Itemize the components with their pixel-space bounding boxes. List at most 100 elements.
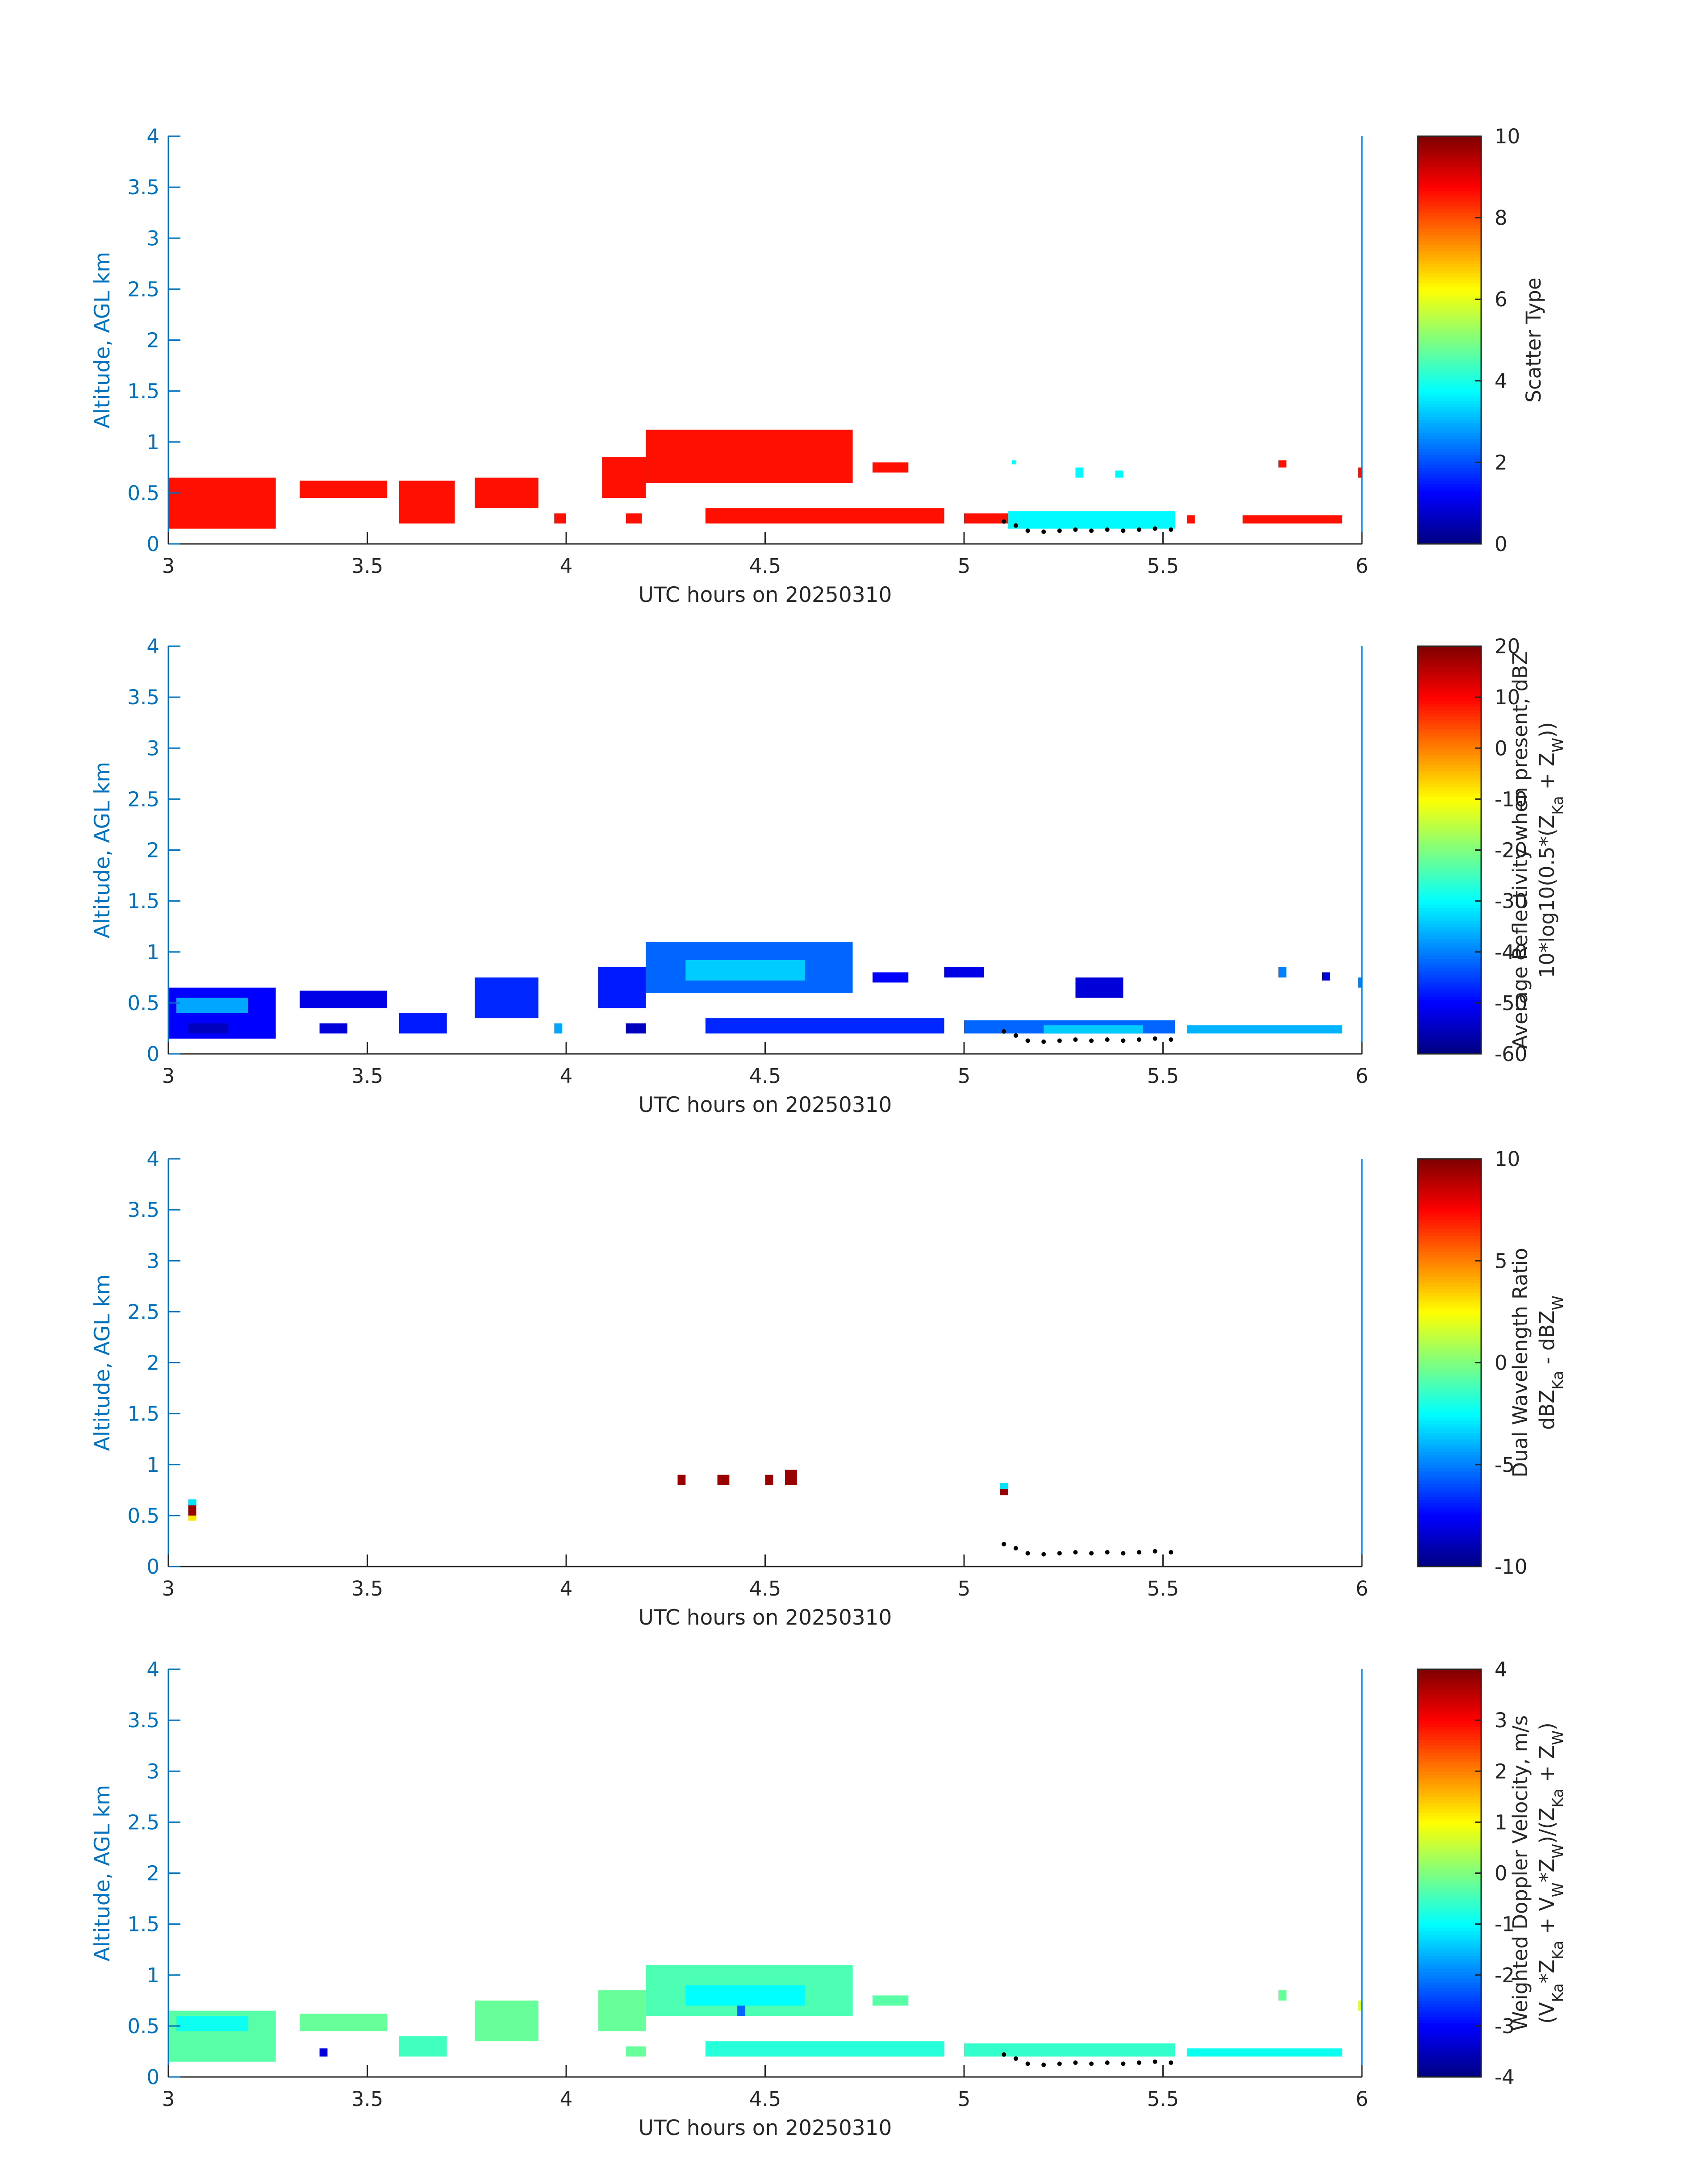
colorbar-step bbox=[1418, 1764, 1481, 1769]
colorbar-step bbox=[1418, 1356, 1481, 1360]
colorbar-step bbox=[1418, 751, 1481, 755]
colorbar-step bbox=[1418, 381, 1481, 385]
colorbar-tick-label: 20 bbox=[1495, 635, 1520, 658]
data-cell bbox=[705, 1018, 944, 1034]
colorbar-step bbox=[1418, 2016, 1481, 2020]
chart-panel-1: 0 0.5 1 1.5 2 2.5 3 3.5 4 3 3.5 4 4.5 5 5.5 6 UTC hours … bbox=[90, 125, 1545, 607]
colorbar-step bbox=[1418, 958, 1481, 962]
colorbar-step bbox=[1418, 193, 1481, 197]
colorbar-step bbox=[1418, 2032, 1481, 2036]
colorbar-label: Dual Wavelength Ratio bbox=[1508, 1248, 1532, 1477]
colorbar-step bbox=[1418, 206, 1481, 210]
data-cell bbox=[705, 508, 944, 524]
colorbar-step bbox=[1418, 1800, 1481, 1804]
surface-dot bbox=[1169, 527, 1173, 532]
surface-dot bbox=[1169, 1550, 1173, 1555]
colorbar-step bbox=[1418, 2045, 1481, 2049]
colorbar-step bbox=[1418, 796, 1481, 800]
data-cell bbox=[964, 513, 1012, 524]
colorbar-step bbox=[1418, 1541, 1481, 1545]
colorbar-step bbox=[1418, 1321, 1481, 1325]
colorbar-step bbox=[1418, 1382, 1481, 1386]
colorbar-step bbox=[1418, 158, 1481, 163]
colorbar-step bbox=[1418, 1509, 1481, 1513]
data-cell bbox=[188, 1515, 196, 1521]
colorbar-step bbox=[1418, 1181, 1481, 1185]
colorbar-step bbox=[1418, 149, 1481, 153]
colorbar-step bbox=[1418, 1241, 1481, 1245]
colorbar-step bbox=[1418, 1895, 1481, 1899]
colorbar-step bbox=[1418, 1534, 1481, 1538]
colorbar-step bbox=[1418, 451, 1481, 455]
colorbar-step bbox=[1418, 732, 1481, 736]
colorbar-step bbox=[1418, 1975, 1481, 1979]
x-tick-label: 3.5 bbox=[351, 2087, 384, 2111]
colorbar-step bbox=[1418, 1752, 1481, 1756]
colorbar-step bbox=[1418, 783, 1481, 787]
colorbar-step bbox=[1418, 1359, 1481, 1363]
colorbar-step bbox=[1418, 1519, 1481, 1523]
colorbar-step bbox=[1418, 1886, 1481, 1890]
colorbar-step bbox=[1418, 917, 1481, 921]
x-tick-label: 5.5 bbox=[1147, 1064, 1179, 1088]
colorbar-label: Scatter Type bbox=[1522, 277, 1545, 402]
surface-dot bbox=[1025, 528, 1030, 533]
colorbar-step bbox=[1418, 321, 1481, 325]
colorbar-step bbox=[1418, 1165, 1481, 1169]
colorbar-step bbox=[1418, 235, 1481, 239]
colorbar-step bbox=[1418, 1921, 1481, 1925]
colorbar-step bbox=[1418, 397, 1481, 401]
colorbar-step bbox=[1418, 1503, 1481, 1507]
colorbar-step bbox=[1418, 694, 1481, 698]
data-cell bbox=[1278, 1990, 1286, 2001]
colorbar-step bbox=[1418, 1197, 1481, 1201]
data-cell bbox=[626, 2046, 646, 2057]
colorbar-step bbox=[1418, 738, 1481, 742]
data-cell bbox=[602, 457, 646, 498]
colorbar-step bbox=[1418, 1200, 1481, 1204]
colorbar-step bbox=[1418, 789, 1481, 794]
colorbar-step bbox=[1418, 1730, 1481, 1734]
data-cell bbox=[598, 967, 646, 1008]
colorbar-step bbox=[1418, 777, 1481, 781]
colorbar-step bbox=[1418, 1946, 1481, 1950]
surface-dot bbox=[1013, 1546, 1018, 1550]
colorbar-step bbox=[1418, 1710, 1481, 1714]
colorbar-step bbox=[1418, 1882, 1481, 1887]
colorbar-step bbox=[1418, 1324, 1481, 1329]
colorbar-step bbox=[1418, 872, 1481, 876]
surface-dot bbox=[1057, 528, 1062, 533]
colorbar-step bbox=[1418, 1787, 1481, 1791]
colorbar-step bbox=[1418, 1369, 1481, 1373]
data-cell bbox=[1186, 2048, 1342, 2057]
x-tick-label: 6 bbox=[1356, 1064, 1369, 1088]
colorbar-step bbox=[1418, 267, 1481, 271]
colorbar-step bbox=[1418, 213, 1481, 217]
colorbar-label: (VKa*ZKa + VW*ZW)/(ZKa + ZW) bbox=[1535, 1722, 1566, 2024]
colorbar-step bbox=[1418, 136, 1481, 140]
colorbar-step bbox=[1418, 512, 1481, 516]
colorbar-3: -10 -5 0 5 10 Dual Wavelength Ratio dBZKa - dB… bbox=[1417, 1147, 1566, 1579]
colorbar-step bbox=[1418, 805, 1481, 809]
colorbar-step bbox=[1418, 1168, 1481, 1172]
colorbar-step bbox=[1418, 1315, 1481, 1319]
x-tick-label: 4 bbox=[560, 1577, 573, 1600]
colorbar-step bbox=[1418, 1047, 1481, 1051]
surface-dot bbox=[1169, 2060, 1173, 2065]
colorbar-step bbox=[1418, 1981, 1481, 1985]
colorbar-step bbox=[1418, 1914, 1481, 1918]
colorbar-tick-label: 2 bbox=[1495, 451, 1508, 474]
colorbar-step bbox=[1418, 1248, 1481, 1252]
colorbar-step bbox=[1418, 1918, 1481, 1922]
colorbar-step bbox=[1418, 146, 1481, 150]
colorbar-step bbox=[1418, 853, 1481, 857]
colorbar-step bbox=[1418, 942, 1481, 946]
colorbar-step bbox=[1418, 1812, 1481, 1817]
colorbar-step bbox=[1418, 486, 1481, 490]
colorbar-step bbox=[1418, 681, 1481, 685]
colorbar-step bbox=[1418, 980, 1481, 985]
surface-dot bbox=[1089, 1551, 1094, 1556]
colorbar-step bbox=[1418, 1346, 1481, 1350]
colorbar-step bbox=[1418, 996, 1481, 1000]
colorbar-step bbox=[1418, 1898, 1481, 1902]
